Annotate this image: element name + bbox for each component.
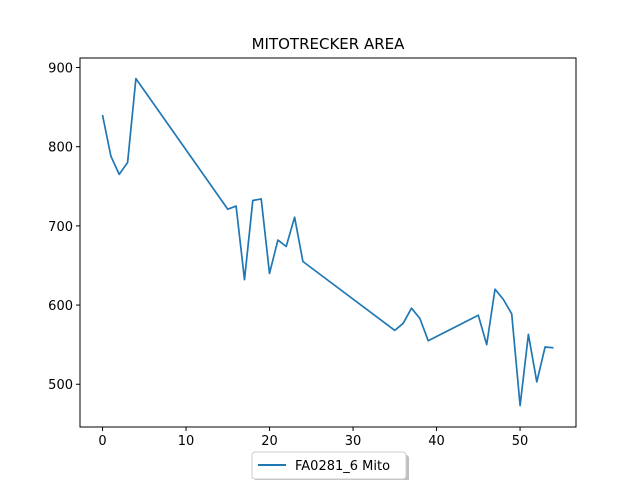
legend-box (251, 451, 407, 480)
x-axis: 0 10 20 30 40 50 (98, 427, 528, 449)
x-tick-label: 10 (178, 434, 195, 449)
y-tick-label: 700 (48, 220, 73, 235)
legend-label: FA0281_6 Mito (295, 459, 390, 474)
legend: FA0281_6 Mito (251, 451, 409, 480)
y-tick-label: 900 (48, 62, 73, 77)
x-tick-label: 50 (512, 434, 529, 449)
y-tick-label: 800 (48, 141, 73, 156)
y-tick-label: 500 (48, 378, 73, 393)
series-group (101, 77, 554, 407)
x-tick-label: 30 (345, 434, 362, 449)
x-tick-label: 40 (428, 434, 445, 449)
y-axis: 500 600 700 800 900 (48, 62, 80, 393)
plot-frame (79, 57, 577, 428)
x-tick-label: 0 (98, 434, 106, 449)
x-tick-label: 20 (261, 434, 278, 449)
y-tick-label: 600 (48, 299, 73, 314)
chart-title: MITOTRECKER AREA (252, 35, 406, 53)
series-line-0 (101, 77, 554, 407)
plot-area (79, 57, 577, 428)
